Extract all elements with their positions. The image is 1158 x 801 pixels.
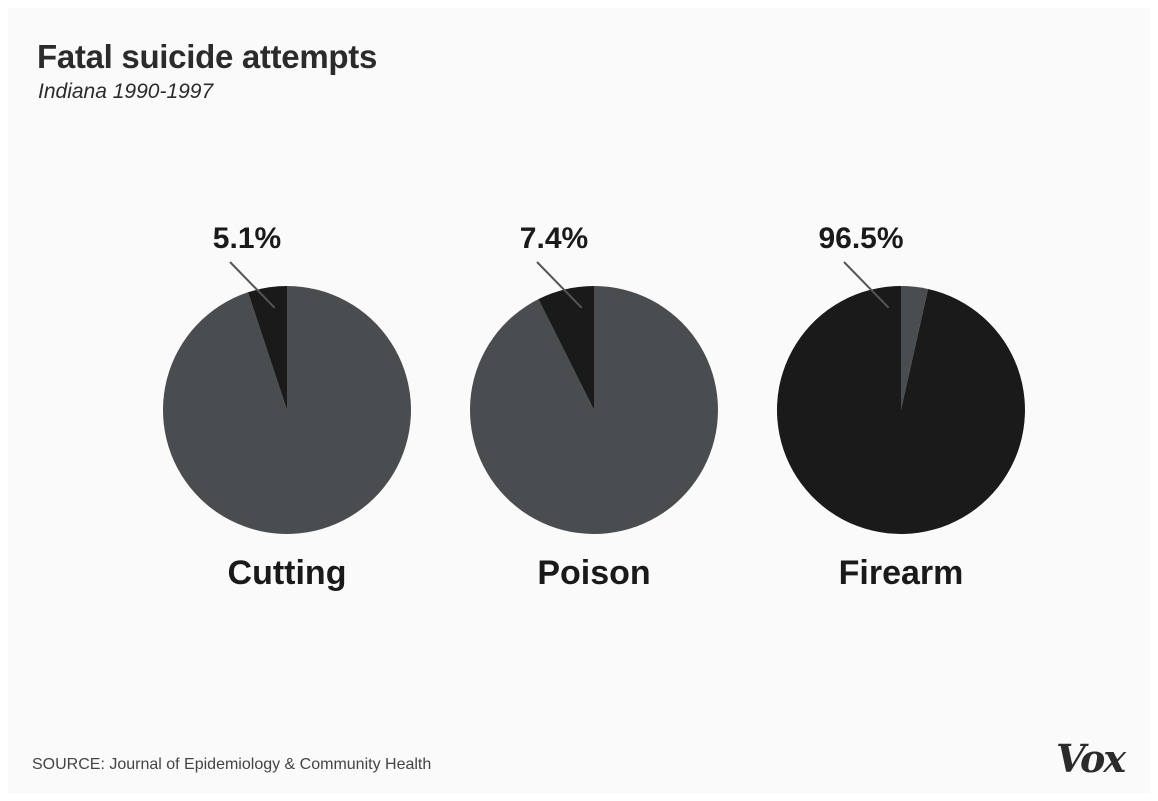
category-label-poison: Poison [537, 554, 650, 592]
pie-slice-firearm-remainder [901, 286, 929, 410]
source-note: SOURCE: Journal of Epidemiology & Commun… [32, 756, 432, 773]
pie-slice-firearm-fatal [776, 286, 1025, 534]
pie-slice-poison-remainder [469, 286, 718, 534]
chart-title: Fatal suicide attempts [37, 38, 377, 75]
pie-slice-cutting-remainder [162, 286, 411, 535]
leader-line-cutting [229, 261, 276, 309]
pie-slice-cutting-fatal [247, 286, 287, 410]
pie-slice-poison-fatal [538, 286, 594, 410]
vox-logo: Vox [1056, 736, 1126, 781]
leader-line-firearm [843, 261, 890, 309]
chart-subtitle: Indiana 1990-1997 [38, 80, 214, 103]
percent-label-cutting: 5.1% [213, 222, 281, 255]
leader-line-poison [536, 261, 583, 309]
percent-label-poison: 7.4% [520, 222, 588, 255]
category-label-firearm: Firearm [839, 554, 964, 592]
category-label-cutting: Cutting [228, 554, 347, 592]
percent-label-firearm: 96.5% [818, 222, 903, 255]
